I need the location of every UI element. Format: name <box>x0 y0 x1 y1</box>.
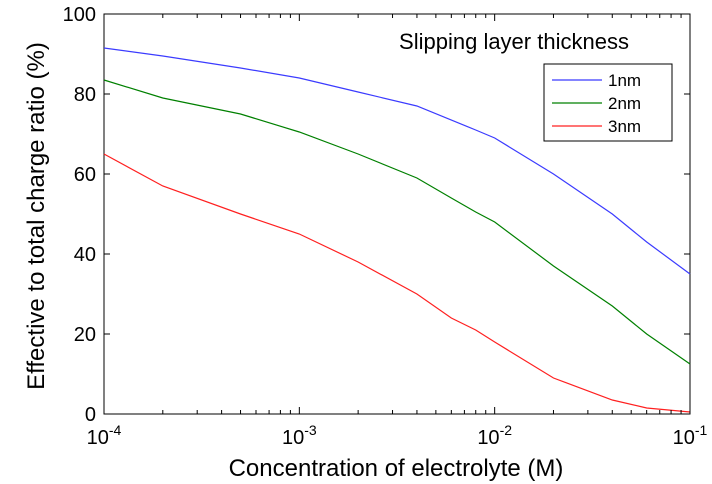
y-tick-label: 0 <box>85 404 96 426</box>
y-tick-label: 20 <box>74 324 96 346</box>
y-tick-label: 60 <box>74 164 96 186</box>
x-tick-label: 10-1 <box>673 422 708 449</box>
series-line-2nm <box>103 79 691 365</box>
legend-title: Slipping layer thickness <box>399 29 629 54</box>
x-tick-label: 10-2 <box>477 422 512 449</box>
series-lines <box>103 47 691 413</box>
axis-ticks: 0 20 40 60 80 100 10-4 10-3 10-2 10-1 <box>63 4 708 449</box>
legend-label: 1nm <box>608 71 641 90</box>
series-line-1nm <box>103 47 691 275</box>
y-tick-label: 40 <box>74 244 96 266</box>
y-tick-label: 100 <box>63 4 96 26</box>
y-tick-label: 80 <box>74 84 96 106</box>
legend-label: 2nm <box>608 94 641 113</box>
series-line-3nm <box>103 153 691 413</box>
x-axis-label: Concentration of electrolyte (M) <box>229 455 564 482</box>
x-tick-label: 10-4 <box>87 422 122 449</box>
legend-label: 3nm <box>608 117 641 136</box>
legend: 1nm 2nm 3nm <box>543 63 673 142</box>
y-axis-label: Effective to total charge ratio (%) <box>23 42 50 390</box>
x-tick-label: 10-3 <box>282 422 317 449</box>
